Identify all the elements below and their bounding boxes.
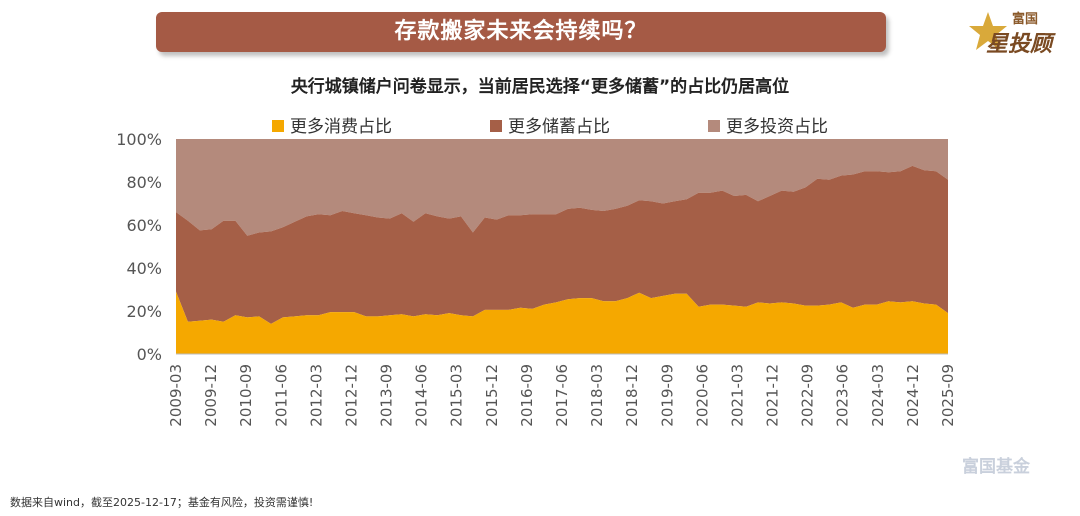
legend-label-consume: 更多消费占比 [290, 117, 392, 137]
legend-item-invest: 更多投资占比 [708, 112, 828, 137]
x-tick-label: 2015-12 [483, 364, 501, 427]
x-tick-label: 2023-06 [834, 364, 852, 427]
banner-title: 存款搬家未来会持续吗？ [156, 12, 886, 52]
series-area-consume [176, 291, 948, 354]
y-tick-label: 40% [126, 259, 162, 278]
y-tick-label: 80% [126, 173, 162, 192]
x-tick-label: 2024-03 [869, 364, 887, 427]
x-tick-label: 2013-09 [378, 364, 396, 427]
brand-logo: 富国 星投顾 [968, 6, 1078, 57]
logo-top-text: 富国 [1012, 12, 1039, 27]
x-tick-label: 2019-09 [658, 364, 676, 427]
x-tick-label: 2025-09 [939, 364, 957, 427]
x-tick-label: 2021-12 [764, 364, 782, 427]
y-tick-label: 20% [126, 302, 162, 321]
legend-label-save: 更多储蓄占比 [508, 117, 610, 137]
x-tick-label: 2011-06 [272, 364, 290, 427]
series-area-invest [176, 139, 948, 236]
y-tick-label: 60% [126, 216, 162, 235]
x-tick-label: 2009-03 [167, 364, 185, 427]
logo-main-text: 星投顾 [986, 32, 1053, 57]
series-area-save [176, 165, 948, 324]
star-logo-icon [969, 12, 1007, 50]
watermark-text: 富国基金 [962, 457, 1030, 477]
legend-swatch-invest [708, 119, 720, 132]
y-tick-label: 100% [116, 130, 162, 149]
x-tick-label: 2010-09 [237, 364, 255, 427]
x-tick-label: 2024-12 [904, 364, 922, 427]
legend-swatch-consume [272, 119, 284, 132]
legend-item-consume: 更多消费占比 [272, 112, 392, 137]
x-tick-label: 2021-03 [728, 364, 746, 427]
x-tick-label: 2020-06 [693, 364, 711, 427]
chart-title: 央行城镇储户问卷显示，当前居民选择“更多储蓄”的占比仍居高位 [290, 77, 790, 97]
x-tick-label: 2014-06 [413, 364, 431, 427]
legend-item-save: 更多储蓄占比 [490, 112, 610, 137]
y-tick-label: 0% [137, 345, 162, 364]
legend-label-invest: 更多投资占比 [726, 117, 828, 137]
x-tick-label: 2016-09 [518, 364, 536, 427]
x-tick-label: 2012-12 [342, 364, 360, 427]
x-tick-label: 2022-09 [799, 364, 817, 427]
footer-note: 数据来自wind，截至2025-12-17；基金有风险，投资需谨慎! [10, 496, 314, 509]
x-tick-label: 2018-12 [623, 364, 641, 427]
legend-swatch-save [490, 119, 502, 132]
x-tick-label: 2012-03 [307, 364, 325, 427]
x-tick-label: 2017-06 [553, 364, 571, 427]
x-tick-label: 2015-03 [448, 364, 466, 427]
x-tick-label: 2018-03 [588, 364, 606, 427]
x-tick-label: 2009-12 [202, 364, 220, 427]
